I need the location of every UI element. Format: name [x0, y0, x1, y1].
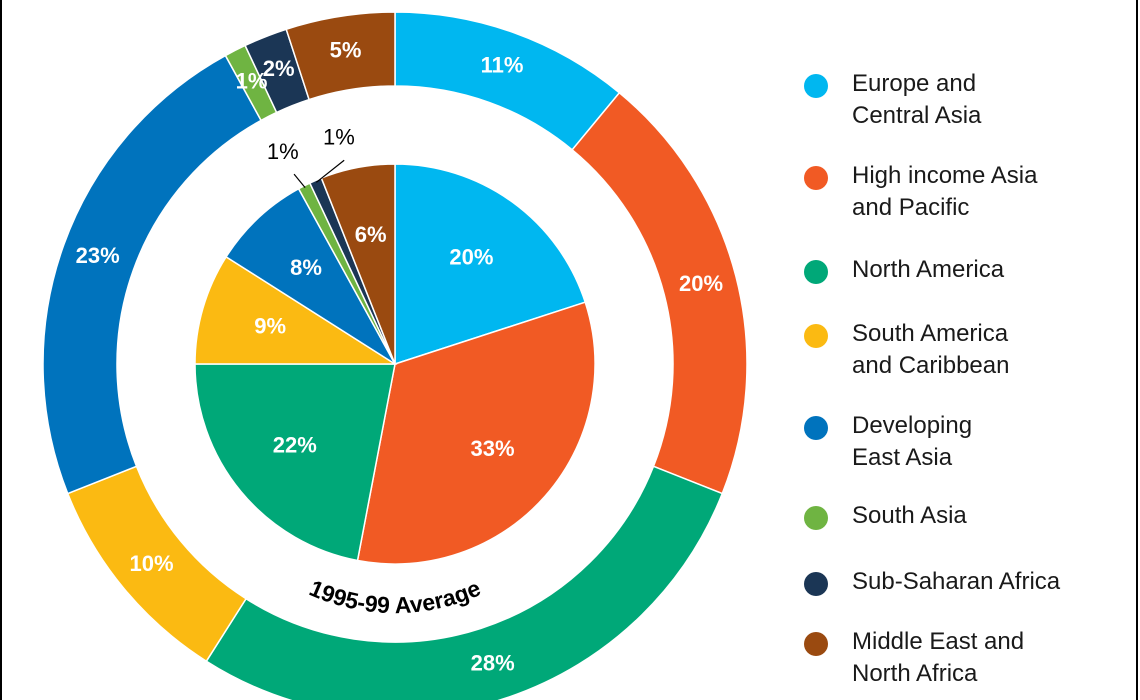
outer-slice-europe-and-central-asia: [394, 11, 621, 151]
legend-label-line: North America: [852, 256, 1005, 283]
inner-label-high-income-asia-and-pacific: 33%: [470, 436, 514, 461]
inner-leader-south-asia: [293, 173, 306, 188]
inner-slice-developing-east-asia: [225, 187, 396, 365]
legend-label: North America: [852, 254, 1112, 286]
legend-item-north-america: North America: [804, 254, 1112, 286]
legend-label-line: South America: [852, 320, 1009, 347]
inner-title: 1995-99 Average: [306, 575, 485, 619]
legend-label-line: North Africa: [852, 660, 978, 687]
legend-label-line: Middle East and: [852, 628, 1025, 655]
legend-item-europe-and-central-asia: Europe and Central Asia: [804, 68, 1112, 132]
legend-swatch: [804, 260, 828, 284]
legend-item-high-income-asia-and-pacific: High income Asia and Pacific: [804, 160, 1112, 224]
inner-pie: [194, 163, 596, 565]
inner-label-sub-saharan-africa: 1%: [323, 125, 355, 150]
legend-swatch: [804, 324, 828, 348]
inner-slice-south-america-and-caribbean: [194, 255, 398, 365]
inner-leader-sub-saharan-africa: [315, 159, 345, 183]
legend-swatch: [804, 166, 828, 190]
legend-label: Sub-Saharan Africa: [852, 566, 1112, 598]
legend-label-line: East Asia: [852, 444, 953, 471]
legend-swatch: [804, 632, 828, 656]
inner-label-europe-and-central-asia: 20%: [449, 245, 493, 270]
outer-label-middle-east-and-north-africa: 5%: [330, 38, 362, 63]
inner-label-south-asia: 1%: [267, 139, 299, 164]
legend-label: Middle East and North Africa: [852, 626, 1112, 690]
inner-label-middle-east-and-north-africa: 6%: [355, 222, 387, 247]
outer-label-north-america: 28%: [471, 650, 515, 675]
legend-swatch: [804, 506, 828, 530]
legend-label-line: Sub-Saharan Africa: [852, 568, 1061, 595]
legend-label-line: High income Asia: [852, 162, 1038, 189]
legend-label-line: Europe and: [852, 70, 977, 97]
legend-item-south-america-and-caribbean: South America and Caribbean: [804, 318, 1112, 382]
legend-swatch: [804, 74, 828, 98]
outer-label-south-asia: 1%: [236, 68, 268, 93]
legend-label-line: Developing: [852, 412, 973, 439]
legend-label: Europe and Central Asia: [852, 68, 1112, 132]
legend-item-middle-east-and-north-africa: Middle East and North Africa: [804, 626, 1112, 690]
outer-label-developing-east-asia: 23%: [76, 243, 120, 268]
outer-label-high-income-asia-and-pacific: 20%: [679, 271, 723, 296]
inner-slice-high-income-asia-and-pacific: [356, 301, 596, 565]
inner-slice-north-america: [194, 363, 396, 562]
legend-swatch: [804, 416, 828, 440]
legend-label: Developing East Asia: [852, 410, 1112, 474]
outer-ring: [42, 11, 748, 700]
outer-label-south-america-and-caribbean: 10%: [129, 551, 173, 576]
legend-swatch: [804, 572, 828, 596]
slice-labels: 11%20%28%10%23%1%2%5%20%33%22%9%8%1%1%6%: [76, 38, 723, 676]
inner-label-developing-east-asia: 8%: [290, 255, 322, 280]
legend-label: South America and Caribbean: [852, 318, 1112, 382]
legend-item-sub-saharan-africa: Sub-Saharan Africa: [804, 566, 1112, 598]
legend-label-line: South Asia: [852, 502, 967, 529]
legend-item-south-asia: South Asia: [804, 500, 1112, 532]
legend-label: High income Asia and Pacific: [852, 160, 1112, 224]
inner-slice-europe-and-central-asia: [394, 163, 587, 366]
inner-label-north-america: 22%: [273, 433, 317, 458]
outer-label-sub-saharan-africa: 2%: [263, 56, 295, 81]
outer-label-europe-and-central-asia: 11%: [481, 52, 524, 77]
legend-label-line: and Caribbean: [852, 352, 1010, 379]
legend-label-line: and Pacific: [852, 194, 970, 221]
legend-label: South Asia: [852, 500, 1112, 532]
legend-label-line: Central Asia: [852, 102, 982, 129]
legend-item-developing-east-asia: Developing East Asia: [804, 410, 1112, 474]
inner-label-south-america-and-caribbean: 9%: [254, 314, 286, 339]
outer-slice-middle-east-and-north-africa: [285, 11, 396, 101]
